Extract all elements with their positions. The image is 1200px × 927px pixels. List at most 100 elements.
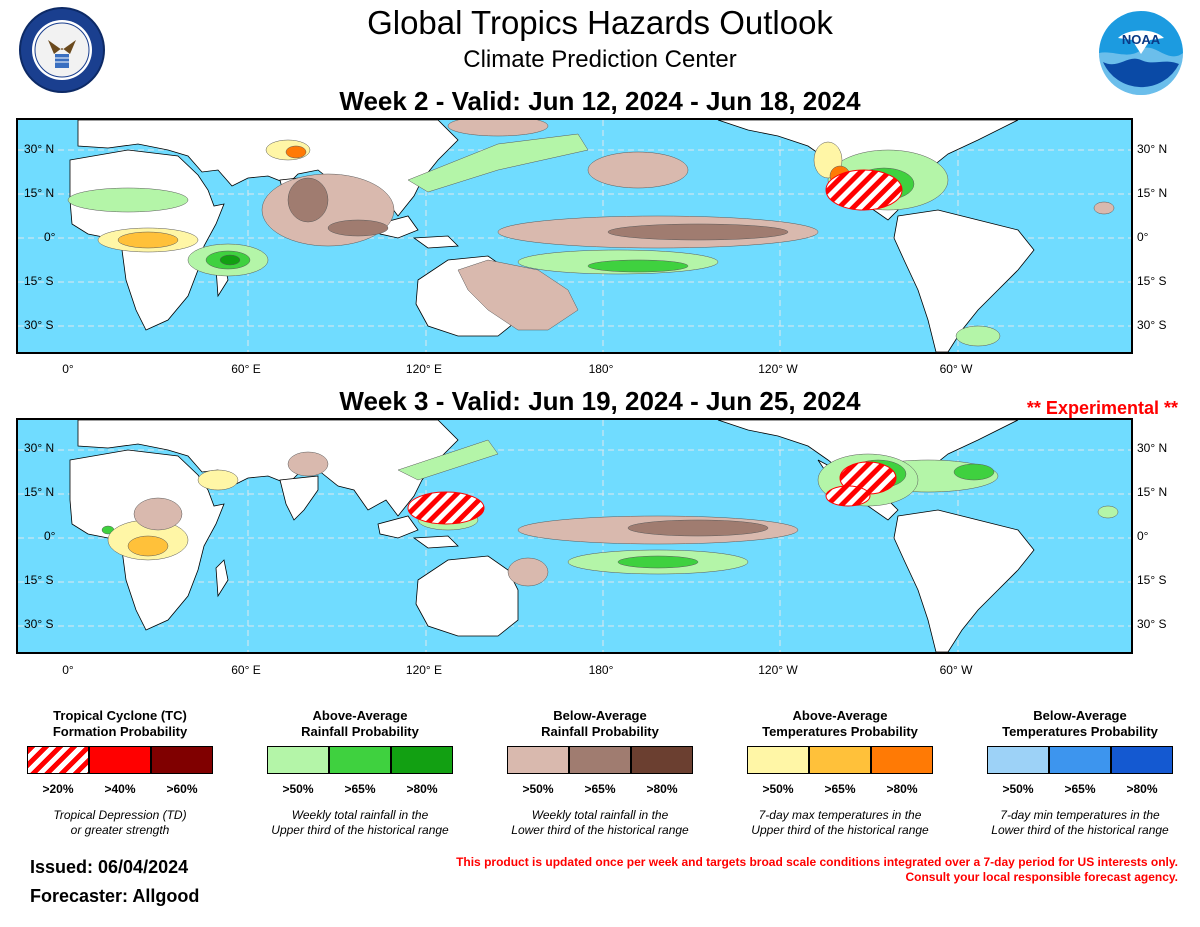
week2-title: Week 2 - Valid: Jun 12, 2024 - Jun 18, 2… — [339, 86, 861, 116]
legend-temp-above-title-2: Temperatures Probability — [762, 724, 918, 739]
lat-label-30s-right: 30° S — [1137, 318, 1167, 332]
se-asia-islands — [377, 515, 459, 549]
legend-temp-above-swatch-1 — [747, 746, 809, 774]
legend-temp-below-title-1: Below-Average — [1033, 708, 1127, 723]
disclaimer-line-2: Consult your local responsible forecast … — [905, 870, 1178, 884]
w3-lat-label-15s-left: 15° S — [24, 573, 54, 587]
legend-tc-label-1: >20% — [42, 782, 74, 796]
madagascar-land — [215, 559, 229, 598]
w3-lat-label-30s-right: 30° S — [1137, 617, 1167, 631]
lat-label-15n-right: 15° N — [1137, 186, 1168, 200]
lat-label-15s-right: 15° S — [1137, 274, 1167, 288]
legend-temp-below-note-2: Lower third of the historical range — [991, 823, 1169, 837]
legend-rain-below: Below-Average Rainfall Probability >50% … — [507, 708, 693, 844]
lon-label-120e: 120° E — [405, 362, 443, 376]
legend-temp-below-note-1: 7-day min temperatures in the — [1000, 808, 1160, 822]
lat-label-30n-left: 30° N — [24, 142, 55, 156]
legend-tc-swatch-3 — [151, 746, 213, 774]
lon-label-120w: 120° W — [758, 362, 798, 376]
india-land — [279, 475, 319, 521]
issued-date: Issued: 06/04/2024 — [30, 857, 189, 877]
legend-temp-above-note-2: Upper third of the historical range — [751, 823, 929, 837]
w3-lat-label-30n-right: 30° N — [1137, 441, 1168, 455]
w3-lat-label-30s-left: 30° S — [24, 617, 54, 631]
legend-rain-above-title-1: Above-Average — [312, 708, 408, 723]
legend-temp-below-label-1: >50% — [1002, 782, 1034, 796]
legend-rain-above-label-2: >65% — [344, 782, 376, 796]
w3-lat-label-15n-left: 15° N — [24, 485, 55, 499]
south-america-land — [893, 509, 1035, 652]
w3-lon-label-60w: 60° W — [939, 663, 973, 677]
forecaster-name: Forecaster: Allgood — [30, 886, 200, 906]
lat-label-30n-right: 30° N — [1137, 142, 1168, 156]
disclaimer-line-1: This product is updated once per week an… — [456, 855, 1178, 869]
legend-tc-note-2: or greater strength — [70, 823, 170, 837]
legend-tc-label-2: >40% — [104, 782, 136, 796]
legend-temp-below-label-2: >65% — [1064, 782, 1096, 796]
legend-rain-below-swatch-3 — [631, 746, 693, 774]
w3-lon-label-0: 0° — [62, 663, 74, 677]
w3-lat-label-30n-left: 30° N — [24, 441, 55, 455]
legend-temp-above-swatch-2 — [809, 746, 871, 774]
w3-lon-label-180: 180° — [588, 663, 614, 677]
legend-rain-below-label-1: >50% — [522, 782, 554, 796]
w3-lat-label-15n-right: 15° N — [1137, 485, 1168, 499]
week2-map — [16, 118, 1133, 354]
lat-label-0-right: 0° — [1137, 230, 1149, 244]
legend-tc-note-1: Tropical Depression (TD) — [53, 808, 187, 822]
legend-temp-below-label-3: >80% — [1126, 782, 1158, 796]
legend-temp-above-label-3: >80% — [886, 782, 918, 796]
doc-seal — [18, 6, 106, 94]
legend-rain-above: Above-Average Rainfall Probability >50% … — [267, 708, 453, 844]
australia-land — [415, 555, 519, 637]
week3-map — [16, 418, 1133, 654]
experimental-tag: ** Experimental ** — [1026, 398, 1178, 418]
lat-label-0-left: 0° — [44, 230, 56, 244]
south-america-land — [893, 209, 1035, 352]
legend-rain-above-swatch-3 — [391, 746, 453, 774]
legend-temp-below-swatch-1 — [987, 746, 1049, 774]
legend-temp-below: Below-Average Temperatures Probability >… — [987, 708, 1173, 844]
w3-lat-label-0-left: 0° — [44, 529, 56, 543]
legend-temp-above-title-1: Above-Average — [792, 708, 888, 723]
legend-rain-above-note-2: Upper third of the historical range — [271, 823, 449, 837]
legend-rain-above-swatch-1 — [267, 746, 329, 774]
noaa-logo-text: NOAA — [1122, 32, 1161, 47]
page-title: Global Tropics Hazards Outlook — [367, 4, 833, 41]
legend-tc-label-3: >60% — [166, 782, 198, 796]
legend-tc-swatch-2 — [89, 746, 151, 774]
w3-lon-label-120e: 120° E — [405, 663, 443, 677]
legend-temp-below-swatch-3 — [1111, 746, 1173, 774]
lon-label-180: 180° — [588, 362, 614, 376]
legend-rain-below-note-1: Weekly total rainfall in the — [531, 808, 669, 822]
legend-rain-below-swatch-1 — [507, 746, 569, 774]
legend-temp-above-label-1: >50% — [762, 782, 794, 796]
w3-lat-label-0-right: 0° — [1137, 529, 1149, 543]
w3-lon-label-60e: 60° E — [231, 663, 261, 677]
lat-label-30s-left: 30° S — [24, 318, 54, 332]
legend-rain-below-title-2: Rainfall Probability — [541, 724, 659, 739]
legend-tc-title-2: Formation Probability — [52, 724, 188, 739]
legend-rain-above-title-2: Rainfall Probability — [301, 724, 419, 739]
legend-rain-below-title-1: Below-Average — [553, 708, 647, 723]
lat-label-15s-left: 15° S — [24, 274, 54, 288]
legend-temp-above: Above-Average Temperatures Probability >… — [747, 708, 933, 844]
legend-rain-above-label-3: >80% — [406, 782, 438, 796]
page-subtitle: Climate Prediction Center — [463, 46, 737, 73]
w3-lon-label-120w: 120° W — [758, 663, 798, 677]
legend-rain-above-note-1: Weekly total rainfall in the — [291, 808, 429, 822]
noaa-logo: NOAA — [1098, 10, 1184, 96]
legend-rain-below-label-3: >80% — [646, 782, 678, 796]
legend-temp-below-swatch-2 — [1049, 746, 1111, 774]
lon-label-0: 0° — [62, 362, 74, 376]
lat-label-15n-left: 15° N — [24, 186, 55, 200]
legend-temp-above-label-2: >65% — [824, 782, 856, 796]
legend-temp-above-swatch-3 — [871, 746, 933, 774]
legend-rain-below-swatch-2 — [569, 746, 631, 774]
legend-rain-below-label-2: >65% — [584, 782, 616, 796]
legend-rain-above-label-1: >50% — [282, 782, 314, 796]
legend-rain-above-swatch-2 — [329, 746, 391, 774]
legend-tc-swatch-1 — [27, 746, 89, 774]
legend-temp-above-note-1: 7-day max temperatures in the — [758, 808, 922, 822]
week3-title: Week 3 - Valid: Jun 19, 2024 - Jun 25, 2… — [339, 386, 861, 416]
